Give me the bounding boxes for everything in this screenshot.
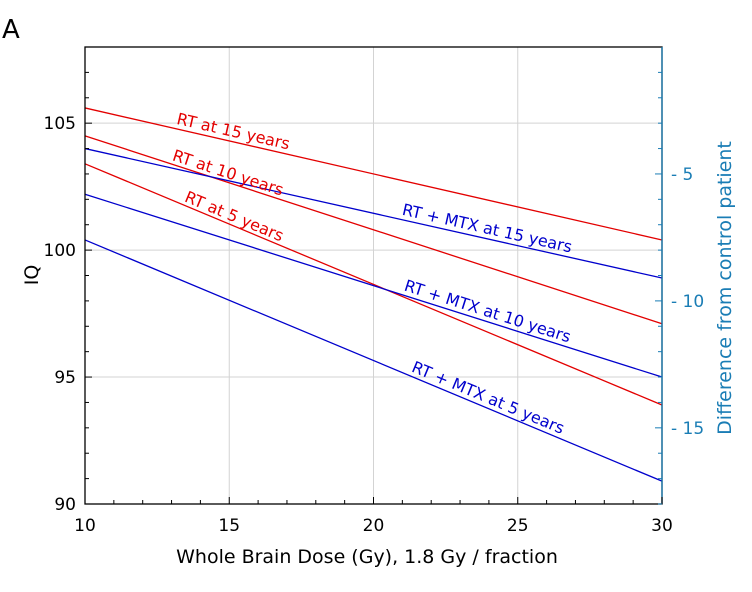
x-tick-label: 10: [74, 516, 96, 536]
x-tick-label: 15: [218, 516, 240, 536]
series-label: RT + MTX at 5 years: [409, 357, 567, 438]
axis-ticks: 10 15 20 25 30 90 95 100 105 - 5 - 10 - 15: [44, 46, 704, 536]
x-axis-label: Whole Brain Dose (Gy), 1.8 Gy / fraction: [176, 546, 558, 568]
series-line: [84, 147, 663, 279]
series-lines: [84, 107, 663, 482]
series-line: [84, 135, 663, 325]
y-tick-label: 105: [44, 114, 76, 134]
series-line: [84, 239, 663, 482]
x-tick-label: 20: [363, 516, 385, 536]
x-tick-label: 25: [507, 516, 529, 536]
y2-tick-label: - 15: [671, 419, 704, 439]
y-tick-label: 90: [54, 495, 76, 515]
series-label: RT + MTX at 15 years: [400, 200, 574, 257]
series-line: [84, 163, 663, 406]
series-label: RT at 15 years: [175, 109, 292, 153]
series-line: [84, 107, 663, 241]
x-tick-label: 30: [651, 516, 673, 536]
panel-label: A: [2, 15, 20, 45]
series-line: [84, 193, 663, 378]
y-axis-label: IQ: [21, 265, 43, 286]
y2-tick-label: - 5: [671, 165, 693, 185]
y-tick-label: 95: [54, 368, 76, 388]
y2-tick-label: - 10: [671, 292, 704, 312]
right-axis-label: Difference from control patient: [714, 141, 736, 435]
grid: [85, 47, 662, 504]
y-tick-label: 100: [44, 241, 76, 261]
